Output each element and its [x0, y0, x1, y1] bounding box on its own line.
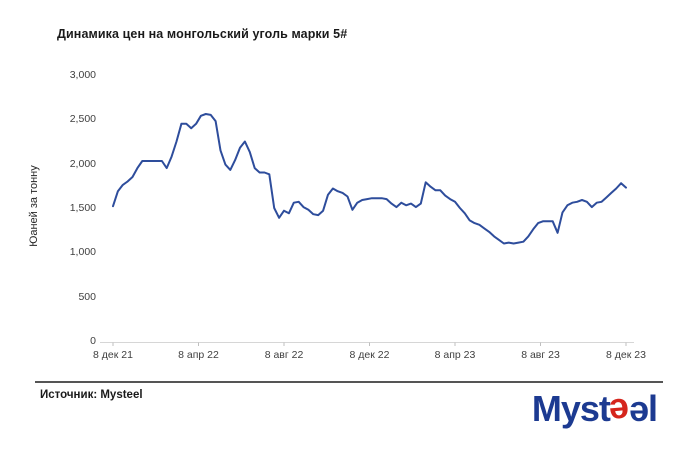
- y-tick-label: 2,000: [69, 157, 96, 170]
- logo-e-blue: ə: [628, 388, 649, 429]
- x-tick-label: 8 дек 23: [606, 349, 646, 361]
- x-tick-label: 8 дек 21: [93, 349, 133, 361]
- x-tick-label: 8 авг 22: [264, 349, 304, 361]
- y-tick-label: 0: [90, 335, 96, 347]
- x-tick-label: 8 авг 23: [521, 349, 560, 361]
- chart-title: Динамика цен на монгольский уголь марки …: [57, 27, 348, 41]
- footer-divider: [35, 381, 663, 383]
- y-tick-label: 1,000: [69, 246, 96, 259]
- mysteel-logo: Mysteəl: [531, 388, 658, 433]
- y-tick-label: 500: [78, 290, 96, 303]
- x-tick-label: 8 апр 23: [434, 349, 476, 361]
- x-tick-label: 8 апр 22: [178, 349, 219, 361]
- y-tick-label: 1,500: [69, 202, 96, 214]
- logo-e-red: e: [608, 390, 631, 433]
- y-tick-label: 2,500: [69, 113, 96, 126]
- y-tick-label: 3,000: [69, 69, 96, 81]
- x-tick-label: 8 дек 22: [349, 349, 390, 361]
- logo-text-prefix: Myst: [531, 388, 611, 429]
- source-note: Источник: Mysteel: [40, 389, 143, 401]
- logo-text-suffix: l: [647, 388, 658, 429]
